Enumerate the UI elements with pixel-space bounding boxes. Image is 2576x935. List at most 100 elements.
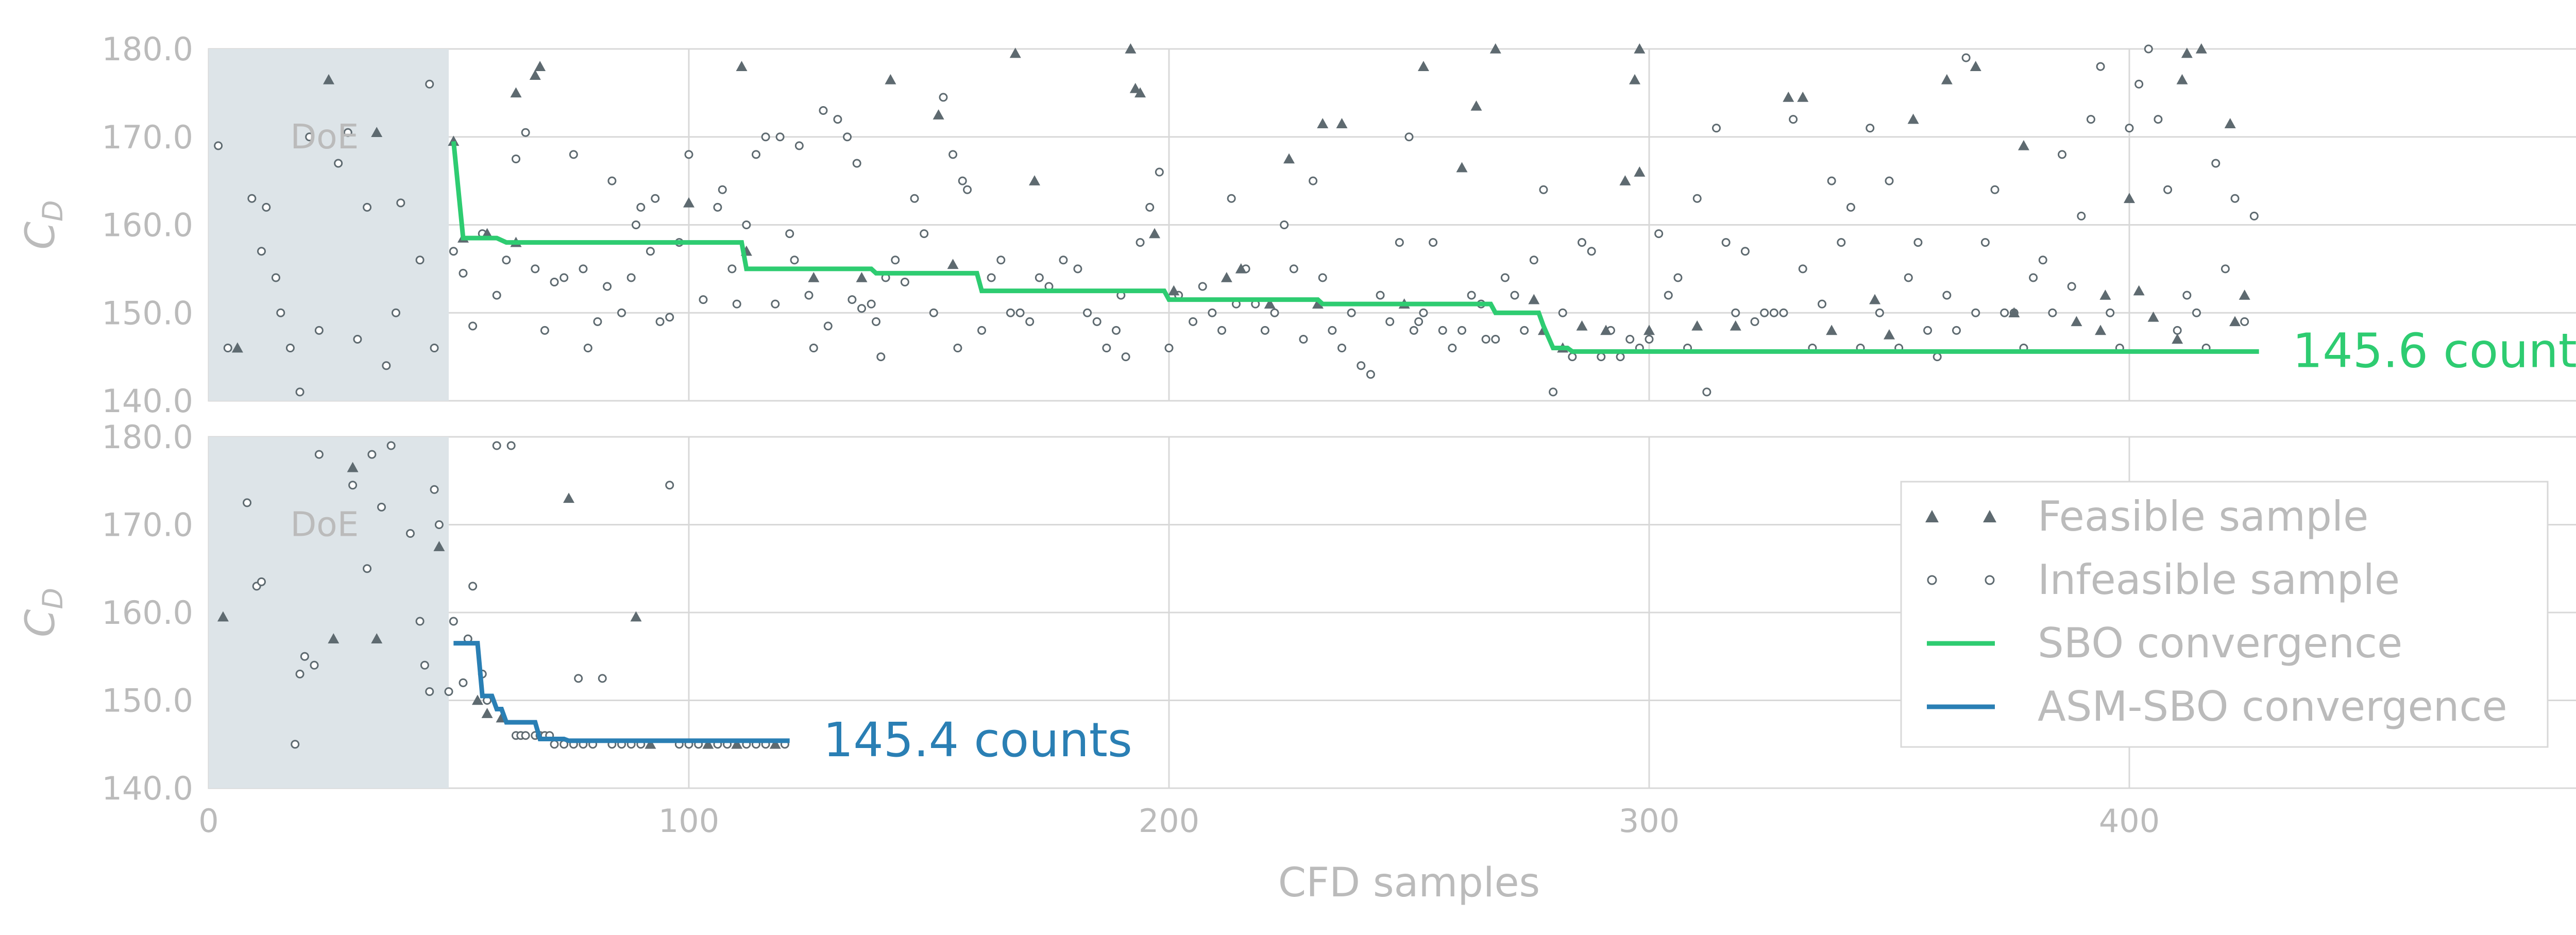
feasible-point xyxy=(1619,175,1631,185)
infeasible-point xyxy=(2230,194,2240,203)
infeasible-point xyxy=(761,132,770,142)
infeasible-point xyxy=(732,299,741,309)
infeasible-point xyxy=(2249,211,2259,220)
infeasible-point xyxy=(377,502,386,512)
infeasible-point xyxy=(1385,317,1395,326)
infeasible-point xyxy=(300,652,309,661)
infeasible-point xyxy=(314,450,324,459)
infeasible-point xyxy=(665,481,674,490)
infeasible-point xyxy=(1121,352,1130,362)
infeasible-point xyxy=(531,264,540,274)
infeasible-point xyxy=(1357,361,1366,370)
infeasible-point xyxy=(1673,273,1683,282)
infeasible-point xyxy=(1731,308,1740,317)
infeasible-point xyxy=(502,256,511,265)
infeasible-point xyxy=(655,317,665,326)
infeasible-point xyxy=(425,79,434,89)
feasible-point xyxy=(2018,140,2029,150)
infeasible-point xyxy=(334,159,343,168)
feasible-point xyxy=(736,61,748,71)
infeasible-point xyxy=(607,176,617,185)
top-sbo-convergence xyxy=(451,141,2259,354)
infeasible-point xyxy=(262,202,271,212)
infeasible-point xyxy=(804,291,814,300)
infeasible-point xyxy=(867,299,876,309)
x-tick-label: 100 xyxy=(658,802,719,840)
infeasible-point xyxy=(430,485,439,494)
infeasible-point xyxy=(2134,79,2144,89)
infeasible-point xyxy=(699,295,708,304)
infeasible-point xyxy=(1395,238,1404,247)
infeasible-point xyxy=(223,344,232,353)
infeasible-point xyxy=(1309,176,1318,185)
infeasible-point xyxy=(977,326,987,335)
x-tick-label: 400 xyxy=(2099,802,2160,840)
infeasible-point xyxy=(626,273,636,282)
infeasible-point xyxy=(405,529,415,538)
infeasible-point xyxy=(2182,291,2192,300)
infeasible-point xyxy=(1933,352,1942,362)
feasible-point xyxy=(1691,320,1703,331)
infeasible-point xyxy=(425,687,434,696)
feasible-point xyxy=(885,74,896,84)
infeasible-point xyxy=(598,674,607,683)
infeasible-point xyxy=(876,352,886,362)
bottom-asm-convergence xyxy=(453,641,790,743)
infeasible-point xyxy=(1404,132,1414,142)
feasible-point xyxy=(2095,325,2107,335)
infeasible-point xyxy=(459,678,468,687)
feasible-point xyxy=(702,738,714,749)
feasible-point xyxy=(947,259,959,269)
infeasible-point xyxy=(920,229,929,239)
infeasible-point xyxy=(852,159,861,168)
feasible-point xyxy=(510,87,522,98)
infeasible-point xyxy=(1448,344,1457,353)
infeasible-point xyxy=(1875,308,1884,317)
infeasible-point xyxy=(214,141,223,150)
infeasible-point xyxy=(1980,238,1990,247)
feasible-point xyxy=(731,738,743,749)
infeasible-point xyxy=(1885,176,1894,185)
infeasible-point xyxy=(1923,326,1933,335)
feasible-point xyxy=(328,633,340,643)
feasible-point xyxy=(933,109,944,120)
x-tick-label: 300 xyxy=(1619,802,1680,840)
bottom-y-ticks: 140.0 150.0 160.0 170.0 180.0 xyxy=(102,418,194,807)
infeasible-point xyxy=(651,194,660,203)
infeasible-point xyxy=(665,313,674,322)
bottom-annotation: 145.4 counts xyxy=(823,712,1132,768)
feasible-point xyxy=(1134,87,1146,98)
feasible-point xyxy=(769,738,781,749)
infeasible-point xyxy=(2086,115,2095,124)
infeasible-point xyxy=(1111,326,1121,335)
feasible-point xyxy=(808,271,820,282)
infeasible-point xyxy=(1491,334,1500,344)
y-label-base: C xyxy=(18,222,64,250)
infeasible-point xyxy=(1520,326,1529,335)
infeasible-point xyxy=(1337,344,1347,353)
feasible-point xyxy=(1264,298,1276,309)
infeasible-point xyxy=(1025,317,1035,326)
panel-top-sbo: 140.0 150.0 160.0 170.0 180.0 DoE 145.6 coun… xyxy=(18,30,2576,420)
infeasible-point xyxy=(521,731,530,740)
doe-band xyxy=(209,437,449,788)
legend-item: Infeasible sample xyxy=(1927,556,2400,604)
feasible-point xyxy=(1149,228,1161,239)
infeasible-point xyxy=(593,317,602,326)
feasible-point xyxy=(2133,285,2145,296)
legend-label: ASM-SBO convergence xyxy=(2038,683,2507,730)
infeasible-point xyxy=(910,194,919,203)
feasible-point xyxy=(563,492,574,503)
top-y-ticks: 140.0 150.0 160.0 170.0 180.0 xyxy=(102,30,194,420)
infeasible-point xyxy=(1500,273,1510,282)
infeasible-point xyxy=(391,308,400,317)
legend-label: SBO convergence xyxy=(2038,619,2402,667)
infeasible-point xyxy=(857,304,867,313)
infeasible-point xyxy=(415,617,425,626)
y-tick-label: 180.0 xyxy=(102,30,194,68)
infeasible-point xyxy=(492,291,501,300)
infeasible-point xyxy=(247,194,257,203)
infeasible-point xyxy=(833,115,842,124)
infeasible-point xyxy=(506,441,516,450)
